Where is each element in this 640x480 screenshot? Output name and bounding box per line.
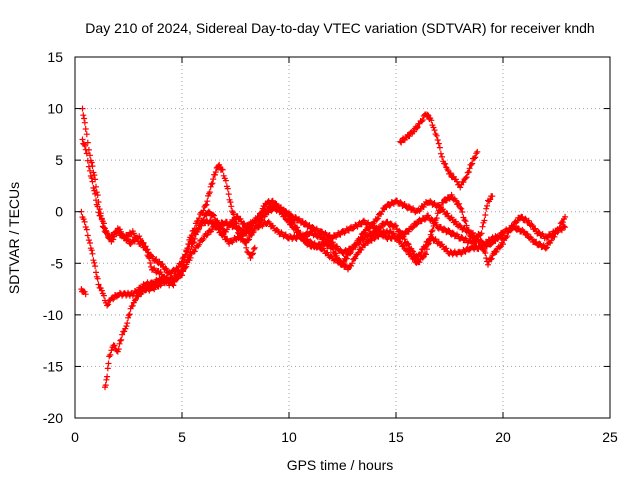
- y-tick-label: 10: [47, 101, 63, 117]
- y-tick-label: -20: [43, 410, 63, 426]
- plus-markers: [79, 136, 506, 277]
- series-track-f: [243, 244, 258, 261]
- axis-ticks: 0 5 10 15 20 25 -20 -15 -10 -5 0 5 10 15: [43, 49, 618, 445]
- x-tick-label: 25: [602, 429, 618, 445]
- plus-markers: [102, 197, 569, 391]
- series-track-a: [79, 105, 496, 289]
- data-marks: [78, 105, 569, 391]
- y-tick-label: 0: [55, 204, 63, 220]
- plus-markers: [79, 105, 496, 289]
- plus-markers: [397, 111, 481, 191]
- y-tick-label: 15: [47, 49, 63, 65]
- x-tick-label: 10: [281, 429, 297, 445]
- y-axis-label: SDTVAR / TECUs: [6, 182, 22, 294]
- series-track-e: [78, 286, 89, 298]
- x-tick-label: 15: [388, 429, 404, 445]
- plus-markers: [243, 244, 258, 261]
- x-axis-label: GPS time / hours: [287, 457, 394, 473]
- y-tick-label: 5: [55, 152, 63, 168]
- y-tick-label: -10: [43, 307, 63, 323]
- chart-title: Day 210 of 2024, Sidereal Day-to-day VTE…: [85, 20, 594, 36]
- x-tick-label: 5: [178, 429, 186, 445]
- y-tick-label: -5: [51, 255, 64, 271]
- plus-markers: [78, 286, 89, 298]
- plot-frame: [74, 56, 611, 419]
- x-tick-label: 20: [495, 429, 511, 445]
- series-track-d: [79, 136, 506, 277]
- y-tick-label: -15: [43, 358, 63, 374]
- series-track-c: [102, 197, 569, 391]
- x-tick-label: 0: [71, 429, 79, 445]
- series-track-g: [397, 111, 481, 191]
